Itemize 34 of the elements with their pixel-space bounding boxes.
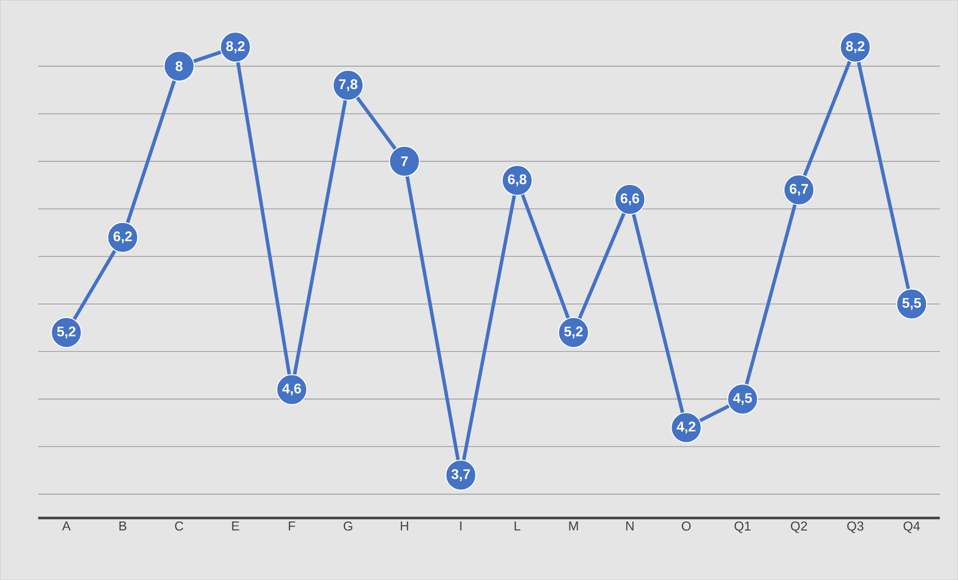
x-tick-label: Q1	[734, 521, 751, 533]
x-tick-label: Q3	[847, 521, 864, 533]
x-tick-label: B	[119, 521, 126, 530]
x-tick-label: Q2	[790, 521, 807, 533]
data-label: 4,2	[676, 422, 696, 434]
data-label: 8,2	[226, 41, 245, 54]
x-tick-label: O	[682, 521, 691, 531]
x-tick-label: G	[344, 521, 352, 531]
x-tick-label: H	[400, 521, 408, 530]
data-label: 5,2	[564, 326, 583, 338]
x-tick-label: N	[626, 521, 634, 530]
data-label: 5,5	[902, 298, 921, 310]
data-label: 4,5	[733, 393, 752, 405]
data-label: 7	[401, 156, 408, 166]
data-label: 3,7	[451, 469, 470, 482]
point	[388, 146, 420, 177]
data-label: 8,2	[846, 41, 864, 54]
data-label: 6,7	[790, 184, 808, 196]
point	[164, 50, 195, 82]
x-tick-label: F	[288, 521, 296, 530]
data-label: 4,6	[282, 384, 301, 396]
x-tick-label: E	[232, 521, 240, 530]
x-tick-label: C	[175, 521, 184, 531]
data-label: 6,8	[508, 174, 526, 186]
x-tick-label: M	[569, 521, 578, 530]
x-tick-label: A	[62, 521, 71, 530]
data-label: 6,2	[114, 231, 132, 244]
data-label: 7,8	[339, 79, 358, 92]
x-tick-label: I	[460, 521, 462, 530]
x-tick-label: L	[514, 521, 520, 530]
data-label: 5,2	[57, 326, 76, 338]
data-label: 6,6	[620, 193, 640, 206]
x-tick-label: Q4	[904, 521, 920, 533]
data-label: 8	[176, 61, 183, 72]
